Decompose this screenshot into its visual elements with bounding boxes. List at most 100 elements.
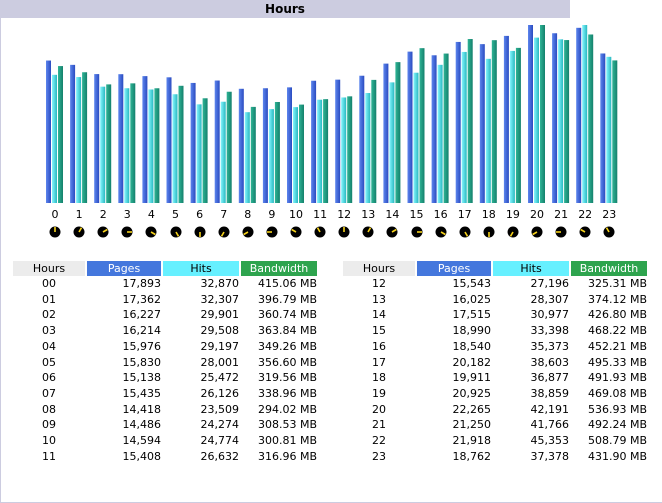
bandwidth-cell: 536.93 MB — [587, 402, 647, 416]
hour-cell: 06 — [42, 371, 56, 385]
bandwidth-cell: 363.84 MB — [257, 324, 317, 338]
table-row: 06 15,138 25,472 319.56 MB — [13, 370, 317, 386]
hour-cell: 20 — [372, 402, 386, 416]
bandwidth-cell: 415.06 MB — [257, 277, 317, 290]
pages-cell: 16,214 — [122, 324, 162, 338]
hour-cell: 07 — [42, 386, 56, 400]
hour-label: 23 — [602, 208, 617, 221]
hits-cell: 45,353 — [530, 434, 570, 448]
pages-cell: 22,265 — [452, 402, 492, 416]
pages-cell: 15,830 — [122, 355, 162, 369]
clock-icon — [314, 226, 326, 238]
hour-label: 22 — [578, 208, 593, 221]
hour-cell: 00 — [42, 277, 56, 290]
hits-cell: 32,870 — [200, 277, 240, 290]
hour-label: 11 — [313, 208, 328, 221]
hits-cell: 24,774 — [200, 434, 240, 448]
bandwidth-bar-7 — [226, 91, 232, 203]
table-row: 21 21,250 41,766 492.24 MB — [343, 417, 647, 433]
hours-table-right: Hours Pages Hits Bandwidth 12 15,543 27,19… — [341, 261, 649, 464]
bandwidth-bar-23 — [612, 60, 618, 203]
hits-cell: 25,472 — [200, 371, 240, 385]
pages-bar-16 — [431, 55, 437, 203]
hour-cell: 19 — [372, 386, 386, 400]
clock-icon — [49, 226, 61, 238]
pages-bar-1 — [70, 64, 76, 203]
hits-cell: 26,632 — [200, 449, 240, 463]
clock-icon — [483, 226, 495, 238]
hits-cell: 36,877 — [530, 371, 570, 385]
hour-cell: 03 — [42, 324, 56, 338]
bandwidth-cell: 308.53 MB — [257, 418, 317, 432]
pages-bar-21 — [552, 33, 558, 203]
pages-cell: 14,486 — [122, 418, 162, 432]
pages-cell: 14,418 — [122, 402, 162, 416]
column-header-hits: Hits — [163, 261, 239, 276]
table-row: 22 21,918 45,353 508.79 MB — [343, 433, 647, 449]
hour-cell: 08 — [42, 402, 56, 416]
title-bar-spacer — [570, 0, 662, 18]
pages-cell: 16,227 — [122, 308, 162, 322]
table-header-row: Hours Pages Hits Bandwidth — [13, 261, 317, 276]
hour-cell: 16 — [372, 339, 386, 353]
pages-cell: 21,250 — [452, 418, 492, 432]
pages-bar-15 — [407, 51, 413, 203]
pages-cell: 19,911 — [452, 371, 492, 385]
table-row: 16 18,540 35,373 452.21 MB — [343, 339, 647, 355]
hour-cell: 17 — [372, 355, 386, 369]
bandwidth-cell: 374.12 MB — [587, 292, 647, 306]
hits-bar-6 — [196, 104, 202, 203]
hour-label: 21 — [554, 208, 569, 221]
bandwidth-bar-8 — [250, 106, 256, 203]
bandwidth-bar-1 — [82, 72, 88, 203]
pages-cell: 18,540 — [452, 339, 492, 353]
hour-cell: 01 — [42, 292, 56, 306]
clock-icon — [386, 226, 398, 238]
hits-cell: 27,196 — [530, 277, 570, 290]
hits-cell: 42,191 — [530, 402, 570, 416]
column-header-hours: Hours — [13, 261, 85, 276]
hits-cell: 23,509 — [200, 402, 240, 416]
clock-icon — [459, 226, 471, 238]
hour-cell: 22 — [372, 434, 386, 448]
column-header-hits: Hits — [493, 261, 569, 276]
clock-icon — [507, 226, 519, 238]
hits-bar-18 — [485, 58, 491, 203]
column-header-pages: Pages — [87, 261, 161, 276]
hits-cell: 41,766 — [530, 418, 570, 432]
bandwidth-cell: 396.79 MB — [257, 292, 317, 306]
clock-icon — [338, 226, 350, 238]
hits-bar-20 — [534, 37, 539, 203]
bandwidth-cell: 338.96 MB — [257, 386, 317, 400]
clock-icon — [194, 226, 206, 238]
pages-bar-6 — [190, 82, 196, 203]
bandwidth-bar-11 — [323, 99, 329, 203]
hits-bar-4 — [148, 89, 154, 203]
pages-cell: 17,893 — [122, 277, 162, 290]
hits-bar-2 — [100, 86, 106, 203]
hours-panel: 0 1 2 3 4 5 6 7 8 9 10 11 12 13 14 15 16 17 18 19 20 21 22 23 H… — [0, 18, 662, 503]
hour-cell: 04 — [42, 339, 56, 353]
pages-cell: 15,976 — [122, 339, 162, 353]
column-header-pages: Pages — [417, 261, 491, 276]
hits-cell: 30,977 — [530, 308, 570, 322]
clock-icon — [531, 226, 543, 238]
bandwidth-cell: 431.90 MB — [587, 449, 647, 463]
pages-bar-23 — [600, 53, 606, 203]
bandwidth-cell: 356.60 MB — [257, 355, 317, 369]
bandwidth-bar-19 — [515, 47, 521, 203]
pages-bar-8 — [238, 88, 244, 203]
hits-cell: 38,859 — [530, 386, 570, 400]
bandwidth-cell: 492.24 MB — [587, 418, 647, 432]
pages-bar-18 — [479, 44, 485, 203]
pages-bar-0 — [46, 60, 51, 203]
hits-bar-3 — [124, 88, 130, 203]
pages-cell: 18,762 — [452, 449, 492, 463]
hits-bar-22 — [582, 25, 588, 203]
hour-cell: 09 — [42, 418, 56, 432]
clock-icon — [242, 226, 254, 238]
clock-icon — [579, 226, 591, 238]
bandwidth-bar-16 — [443, 53, 449, 203]
pages-bar-7 — [214, 80, 220, 203]
hour-label: 3 — [123, 208, 131, 221]
